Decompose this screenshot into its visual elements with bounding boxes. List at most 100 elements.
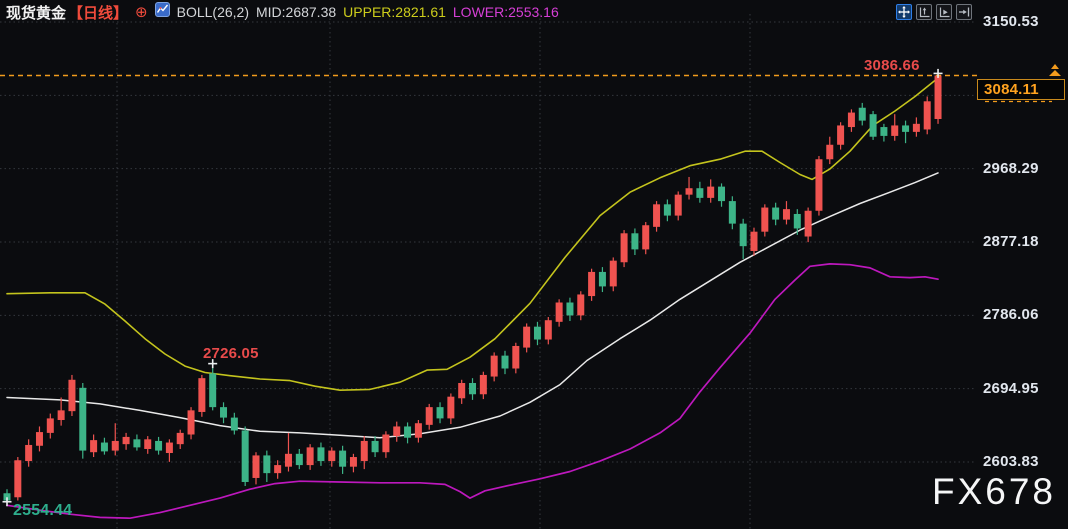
candle-body [436, 407, 444, 419]
candle-body [339, 450, 347, 467]
candle-body [111, 440, 119, 451]
scale-y-axis-button[interactable] [916, 4, 932, 20]
candle-body [566, 302, 574, 316]
candle-body [122, 436, 130, 445]
candle-body [198, 378, 206, 412]
candle-body [577, 294, 585, 316]
candle-body [458, 382, 466, 399]
candle-body [728, 201, 736, 224]
y-axis-tick-label: 3150.53 [983, 13, 1039, 30]
jump-to-latest-button[interactable] [956, 4, 972, 20]
candle-body [14, 460, 22, 498]
y-axis-tick-label: 2694.95 [983, 379, 1039, 397]
timeframe-label[interactable]: 【日线】 [68, 4, 129, 22]
swing-low-label: 2554.44 [13, 502, 73, 519]
candle-body [479, 374, 487, 395]
candle-body [57, 410, 65, 421]
candle-body [274, 465, 282, 474]
symbol-name: 现货黄金 [6, 4, 67, 22]
candle-body [25, 444, 33, 462]
candle-body [35, 432, 43, 446]
candle-body [155, 440, 163, 451]
y-axis-tick-label: 2968.29 [983, 159, 1039, 177]
candle-body [100, 442, 108, 452]
candle-body [165, 442, 173, 454]
candle-body [782, 209, 790, 220]
candle-body [46, 418, 54, 433]
candle-body [133, 439, 141, 448]
high-price-label: 3086.66 [864, 57, 920, 74]
candle-body [209, 373, 217, 408]
candle-body [90, 440, 98, 453]
candle-body [263, 455, 271, 474]
candle-body [447, 396, 455, 419]
candle-body [858, 107, 866, 121]
candle-body [772, 207, 780, 220]
candle-body [598, 271, 606, 287]
candle-body [923, 101, 931, 130]
candle-body [847, 112, 855, 128]
current-price-value: 3084.11 [984, 81, 1039, 98]
candle-body [230, 417, 238, 431]
candle-body [490, 355, 498, 377]
pan-tool-button[interactable] [896, 4, 912, 20]
candle-body [934, 75, 942, 120]
candle-body [187, 410, 195, 435]
candle-body [144, 439, 152, 449]
candle-body [588, 271, 596, 297]
candle-body [696, 188, 704, 198]
candle-body [891, 125, 899, 136]
indicator-name: BOLL(26,2) [176, 4, 249, 20]
candle-body [815, 159, 823, 211]
candle-body [620, 233, 628, 263]
boll-upper-band [6, 77, 939, 392]
candle-body [360, 440, 368, 462]
candle-body [750, 231, 758, 251]
candle-body [523, 326, 531, 348]
current-price-box: 3084.11 [977, 79, 1065, 100]
candle-body [609, 260, 617, 287]
boll-upper-value: UPPER:2821.61 [343, 4, 446, 20]
candle-body [739, 223, 747, 247]
candle-body [761, 207, 769, 232]
candle-body [371, 440, 379, 453]
candle-body [241, 430, 249, 482]
candle-body [501, 355, 509, 369]
price-up-arrows-icon [1048, 64, 1062, 77]
candle-body [707, 186, 715, 198]
y-axis-tick-label: 2786.06 [983, 306, 1039, 324]
candle-body [328, 450, 336, 462]
watermark-logo: FX678 [932, 471, 1057, 512]
candle-body [404, 426, 412, 438]
candle-body [642, 225, 650, 250]
candle-body [880, 127, 888, 136]
add-indicator-icon[interactable]: ⊕ [135, 3, 148, 21]
candle-body [912, 123, 920, 132]
candle-body [804, 210, 812, 237]
candle-body [469, 382, 477, 395]
candle-body [631, 233, 639, 250]
scale-x-axis-button[interactable] [936, 4, 952, 20]
candle-body [685, 188, 693, 195]
candle-body [176, 432, 184, 445]
candle-body [425, 407, 433, 425]
candle-body [68, 379, 76, 412]
candle-body [533, 326, 541, 340]
candle-body [837, 125, 845, 145]
candle-body [349, 457, 357, 467]
chart-toolbar [896, 4, 972, 20]
candle-body [252, 455, 260, 478]
chart-header: 现货黄金 【日线】 ⊕ BOLL(26,2) MID:2687.38 UPPER… [6, 2, 559, 22]
swing-high-label: 2726.05 [203, 345, 259, 362]
candle-body [869, 114, 877, 137]
y-axis-tick-label: 2877.18 [983, 233, 1039, 250]
candle-body [826, 144, 834, 160]
boll-middle-band [6, 172, 939, 439]
candle-body [317, 447, 325, 462]
boll-lower-value: LOWER:2553.16 [452, 4, 559, 20]
chart-type-icon[interactable] [154, 2, 170, 22]
candle-body [718, 186, 726, 202]
candle-body [663, 204, 671, 216]
